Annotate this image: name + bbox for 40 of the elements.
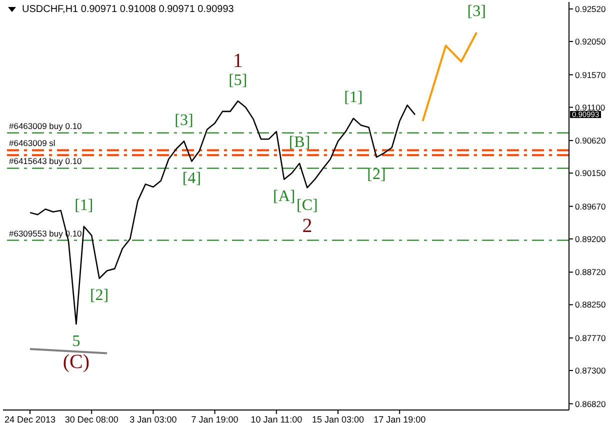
- x-tick-label: 17 Jan 19:00: [374, 414, 426, 423]
- annotation: [4]: [181, 169, 202, 190]
- x-tick-label: 7 Jan 19:00: [191, 414, 238, 423]
- y-tick-label: 0.87300: [575, 366, 606, 376]
- annotation: (C): [62, 351, 91, 374]
- y-tick-label: 0.89200: [575, 234, 606, 244]
- y-tick-label: 0.92520: [575, 4, 606, 14]
- line-series: [422, 31, 478, 122]
- annotation: 2: [301, 214, 314, 237]
- annotation: 1: [232, 50, 244, 72]
- y-tick-label: 0.91100: [575, 102, 606, 112]
- y-tick-label: 0.92050: [575, 36, 606, 46]
- annotation: [B]: [288, 133, 312, 154]
- x-tick-label: 30 Dec 08:00: [64, 414, 118, 423]
- y-tick-label: 0.88250: [575, 300, 606, 310]
- ref-line-label: #6415643 buy 0.10: [9, 156, 82, 166]
- x-tick-label: 3 Jan 03:00: [130, 414, 177, 423]
- annotation: 5: [71, 332, 82, 352]
- annotation: [1]: [74, 196, 94, 216]
- annotation: [3]: [466, 2, 487, 22]
- annotation: [1]: [343, 88, 364, 108]
- x-tick-label: 10 Jan 11:00: [250, 414, 302, 423]
- chart-title: USDCHF,H1 0.90971 0.91008 0.90971 0.90993: [22, 4, 234, 15]
- ref-line-label: #6463009 sl: [9, 138, 56, 148]
- annotation: [2]: [366, 165, 387, 186]
- y-tick-label: 0.87770: [575, 332, 606, 343]
- annotation: [C]: [296, 196, 318, 214]
- y-tick-label: 0.91570: [575, 70, 606, 80]
- annotation: [A]: [272, 188, 296, 206]
- y-tick-label: 0.89670: [575, 201, 606, 212]
- x-tick-label: 15 Jan 03:00: [312, 414, 364, 423]
- y-tick-label: 0.88720: [575, 267, 606, 278]
- x-tick-label: 24 Dec 2013: [4, 414, 56, 423]
- y-tick-label: 0.86820: [575, 398, 606, 409]
- annotation: [5]: [228, 71, 248, 92]
- annotation: [3]: [174, 111, 194, 132]
- y-tick-label: 0.90150: [575, 168, 606, 178]
- annotation: [2]: [88, 286, 110, 306]
- ref-line-label: #6463009 buy 0.10: [9, 120, 82, 131]
- y-tick-label: 0.90620: [575, 136, 606, 146]
